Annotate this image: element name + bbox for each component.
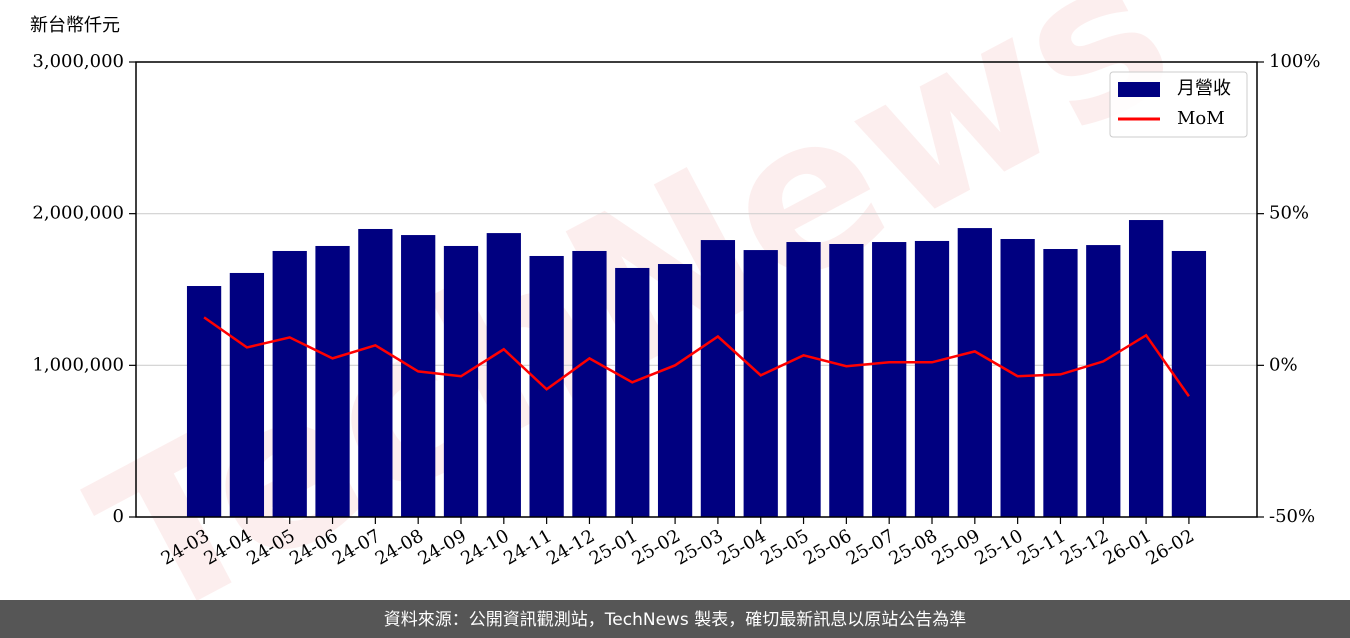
x-tick-label: 25-02 bbox=[629, 525, 684, 569]
bar bbox=[700, 240, 736, 517]
x-tick-label: 25-05 bbox=[757, 525, 812, 569]
bar bbox=[272, 250, 307, 517]
bar bbox=[743, 250, 778, 518]
bar bbox=[572, 250, 607, 517]
y2-tick-label: 100% bbox=[1269, 51, 1320, 72]
bar bbox=[615, 267, 650, 517]
x-tick-label: 24-11 bbox=[500, 525, 555, 569]
plot-frame bbox=[135, 61, 1258, 518]
y-tick-label: 1,000,000 bbox=[32, 354, 124, 375]
legend-label: 月營收 bbox=[1177, 78, 1231, 99]
x-tick-label: 25-04 bbox=[714, 525, 769, 569]
bar bbox=[957, 228, 992, 517]
footer-text: 資料來源：公開資訊觀測站，TechNews 製表，確切最新訊息以原站公告為準 bbox=[384, 610, 966, 630]
line bbox=[203, 316, 1190, 397]
y-tick-label: 3,000,000 bbox=[32, 51, 124, 72]
x-tick-label: 24-10 bbox=[457, 525, 512, 569]
bar bbox=[657, 264, 693, 517]
bar bbox=[358, 228, 393, 518]
x-tick-label: 25-09 bbox=[928, 525, 983, 569]
x-tick-label: 25-11 bbox=[1014, 525, 1069, 569]
bar bbox=[1128, 220, 1164, 517]
bar bbox=[401, 235, 436, 517]
x-tick-label: 25-06 bbox=[800, 525, 855, 569]
x-tick-label: 25-07 bbox=[843, 525, 898, 569]
legend-label: MoM bbox=[1177, 108, 1225, 129]
x-tick-label: 25-03 bbox=[671, 525, 726, 569]
y2-tick-label: -50% bbox=[1269, 506, 1315, 527]
x-tick-label: 25-12 bbox=[1057, 525, 1112, 569]
bar bbox=[1086, 245, 1121, 518]
bar bbox=[872, 242, 907, 518]
bar bbox=[529, 255, 564, 517]
y-tick-label: 0 bbox=[113, 506, 124, 527]
bar bbox=[315, 245, 350, 517]
bar bbox=[443, 245, 479, 517]
x-tick-label: 25-08 bbox=[886, 525, 941, 569]
footer-bar bbox=[0, 600, 1350, 638]
bar bbox=[1000, 238, 1035, 517]
x-tick-label: 25-01 bbox=[586, 525, 641, 569]
x-tick-label: 26-02 bbox=[1142, 525, 1197, 569]
bar bbox=[229, 272, 265, 517]
legend-swatch bbox=[1118, 82, 1160, 97]
y2-tick-label: 0% bbox=[1269, 354, 1298, 375]
bar bbox=[786, 242, 821, 518]
bar bbox=[829, 244, 864, 517]
bar bbox=[1171, 250, 1207, 517]
bar bbox=[1043, 249, 1078, 517]
y-axis-label: 新台幣仟元 bbox=[30, 15, 120, 36]
x-tick-label: 24-12 bbox=[543, 525, 598, 569]
bar bbox=[486, 233, 521, 517]
bar bbox=[914, 240, 950, 517]
x-tick-label: 25-10 bbox=[971, 525, 1026, 569]
y-tick-label: 2,000,000 bbox=[32, 203, 124, 224]
x-tick-label: 26-01 bbox=[1100, 525, 1155, 569]
y2-tick-label: 50% bbox=[1269, 203, 1309, 224]
bar bbox=[186, 286, 222, 517]
